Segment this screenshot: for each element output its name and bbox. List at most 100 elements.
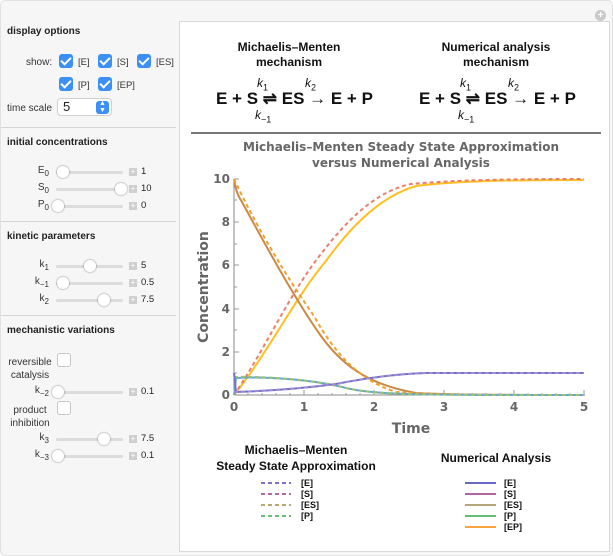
show-label: show: — [26, 57, 53, 68]
time-scale-popup[interactable]: 5 ▲ ▼ — [57, 98, 112, 116]
separator — [191, 132, 601, 134]
svg-text:6: 6 — [222, 258, 230, 272]
slider-k3[interactable] — [56, 433, 123, 445]
checkbox-s[interactable] — [98, 54, 112, 68]
slider-label-k2: k2 — [39, 293, 49, 306]
legend-numerical-title: Numerical Analysis — [440, 451, 552, 465]
slider-label-e0: E0 — [37, 165, 49, 178]
slider-thumb[interactable] — [52, 450, 64, 462]
divider — [1, 221, 176, 222]
checkbox-e-label: [E] — [78, 57, 90, 68]
slider-k-minus1-value: 0.5 — [141, 277, 155, 288]
svg-text:0: 0 — [230, 400, 238, 414]
divider — [1, 127, 176, 128]
slider-k-minus2[interactable] — [52, 386, 123, 398]
svg-text:8: 8 — [222, 215, 230, 229]
slider-thumb[interactable] — [56, 277, 69, 289]
section-title-initial-concentrations: initial concentrations — [7, 137, 108, 148]
svg-text:4: 4 — [222, 302, 230, 316]
slider-k-minus3[interactable] — [52, 450, 123, 462]
numerical-equation: E + S ⇌ ES → E + P — [419, 89, 576, 108]
slider-thumb[interactable] — [98, 433, 111, 445]
legend-mm-e: [E] — [301, 478, 313, 488]
legend-mm-es: [ES] — [301, 500, 319, 510]
slider-e0[interactable] — [56, 166, 123, 178]
slider-thumb[interactable] — [114, 183, 127, 195]
slider-thumb[interactable] — [52, 200, 64, 212]
k1-label: k1 — [257, 76, 269, 93]
legend-num-p: [P] — [504, 511, 516, 521]
output-panel — [179, 21, 610, 552]
legend-num-s: [S] — [504, 489, 516, 499]
legend-mm-swatches — [261, 482, 291, 517]
legend-num-es: [ES] — [504, 500, 522, 510]
chart-title: Michaelis–Menten Steady State Approximat… — [243, 140, 559, 170]
svg-text:2: 2 — [370, 400, 378, 414]
checkbox-es[interactable] — [137, 54, 151, 68]
k-minus1-label: k−1 — [458, 108, 475, 125]
slider-k2-expand-button[interactable]: + — [129, 295, 137, 304]
slider-k-minus2-expand-button[interactable]: + — [129, 387, 137, 396]
slider-k2-value: 7.5 — [141, 294, 155, 305]
slider-p0-value: 0 — [141, 200, 147, 211]
mm-equation: E + S ⇌ ES → E + P — [216, 89, 373, 108]
slider-k1[interactable] — [56, 260, 123, 272]
slider-label-s0: S0 — [37, 182, 49, 195]
slider-label-p0: P0 — [37, 199, 49, 212]
slider-k1-value: 5 — [141, 260, 147, 271]
slider-p0-expand-button[interactable]: + — [129, 201, 137, 210]
slider-label-k3: k3 — [39, 432, 49, 445]
k2-label: k2 — [305, 76, 317, 93]
x-axis-label: Time — [392, 421, 430, 437]
section-title-display-options: display options — [7, 26, 81, 37]
svg-text:3: 3 — [440, 400, 448, 414]
legend-num-ep: [EP] — [504, 522, 522, 532]
slider-thumb[interactable] — [83, 260, 96, 272]
slider-s0-value: 10 — [141, 183, 152, 194]
options-plus-icon[interactable]: + — [595, 10, 606, 21]
popup-arrows-icon: ▲ ▼ — [96, 100, 109, 114]
slider-label-k-minus1: k−1 — [34, 276, 49, 289]
product-inhibition-checkbox[interactable] — [57, 401, 71, 415]
slider-thumb[interactable] — [98, 294, 111, 306]
reversible-catalysis-checkbox[interactable] — [57, 353, 71, 367]
checkbox-ep-label: [EP] — [117, 80, 135, 91]
checkbox-p[interactable] — [59, 77, 73, 91]
checkbox-s-label: [S] — [117, 57, 129, 68]
time-scale-value: 5 — [63, 99, 71, 114]
checkbox-es-label: [ES] — [156, 57, 174, 68]
product-inhibition-label: product inhibition — [10, 405, 50, 429]
concentration-chart: 0 2 4 6 8 10 0 1 2 3 4 5 Time Concentrat… — [196, 172, 588, 437]
slider-k-minus3-expand-button[interactable]: + — [129, 451, 137, 460]
section-title-mechanistic-variations: mechanistic variations — [7, 325, 115, 336]
k-minus1-label: k−1 — [255, 108, 272, 125]
slider-label-k-minus3: k−3 — [34, 449, 49, 462]
numerical-mechanism-title: Numerical analysis mechanism — [441, 40, 551, 69]
slider-thumb[interactable] — [56, 166, 69, 178]
divider — [1, 315, 176, 316]
checkbox-ep[interactable] — [98, 77, 112, 91]
slider-k3-expand-button[interactable]: + — [129, 434, 137, 443]
slider-k2[interactable] — [56, 294, 123, 306]
y-axis-label: Concentration — [196, 231, 212, 343]
svg-text:0: 0 — [222, 388, 230, 402]
slider-s0-expand-button[interactable]: + — [129, 184, 137, 193]
checkbox-e[interactable] — [59, 54, 73, 68]
slider-p0[interactable] — [52, 200, 123, 212]
slider-k1-expand-button[interactable]: + — [129, 261, 137, 270]
legend-mm-title: Michaelis–Menten Steady State Approximat… — [216, 443, 376, 473]
slider-k-minus3-value: 0.1 — [141, 450, 155, 461]
svg-text:4: 4 — [510, 400, 518, 414]
svg-text:5: 5 — [580, 400, 588, 414]
slider-k-minus1[interactable] — [56, 277, 123, 289]
slider-k-minus1-expand-button[interactable]: + — [129, 278, 137, 287]
k2-label: k2 — [508, 76, 520, 93]
legend-num-e: [E] — [504, 478, 516, 488]
svg-text:10: 10 — [213, 172, 230, 186]
checkbox-p-label: [P] — [78, 80, 90, 91]
slider-s0[interactable] — [56, 183, 127, 195]
slider-thumb[interactable] — [52, 386, 64, 398]
time-scale-label: time scale — [7, 103, 53, 114]
slider-e0-expand-button[interactable]: + — [129, 167, 137, 176]
